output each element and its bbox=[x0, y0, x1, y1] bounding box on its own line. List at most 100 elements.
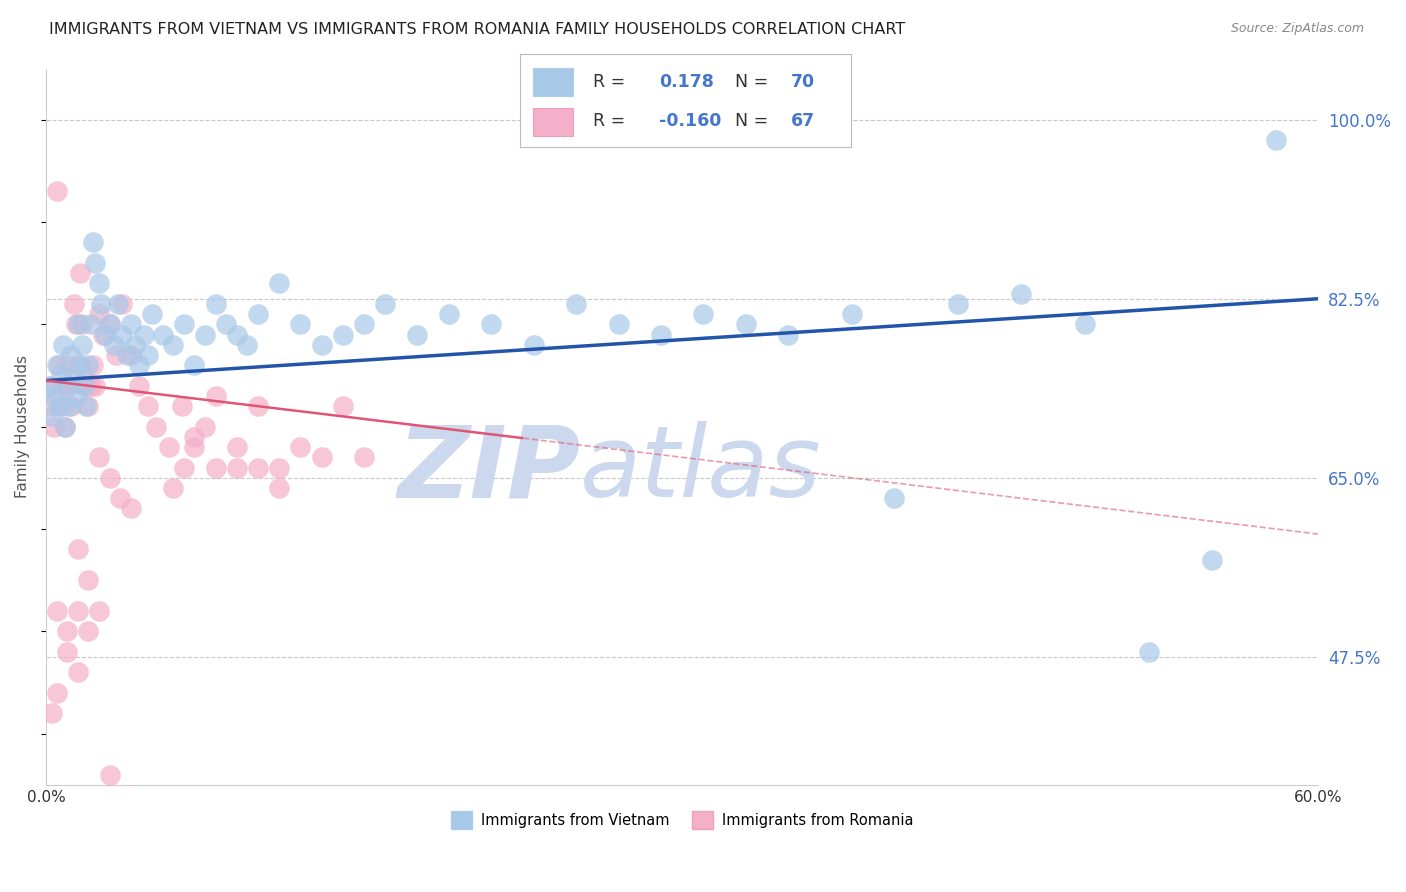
Point bbox=[91, 327, 114, 342]
Point bbox=[87, 450, 110, 465]
Point bbox=[136, 399, 159, 413]
Point bbox=[124, 338, 146, 352]
Point bbox=[204, 389, 226, 403]
FancyBboxPatch shape bbox=[533, 108, 574, 136]
Point bbox=[269, 481, 291, 495]
Point bbox=[73, 368, 96, 383]
Point bbox=[41, 706, 63, 720]
Text: 0.178: 0.178 bbox=[659, 72, 714, 91]
Point bbox=[247, 399, 270, 413]
Point bbox=[183, 440, 205, 454]
Text: IMMIGRANTS FROM VIETNAM VS IMMIGRANTS FROM ROMANIA FAMILY HOUSEHOLDS CORRELATION: IMMIGRANTS FROM VIETNAM VS IMMIGRANTS FR… bbox=[49, 22, 905, 37]
Point bbox=[128, 358, 150, 372]
Point bbox=[1201, 552, 1223, 566]
Point bbox=[83, 256, 105, 270]
Point bbox=[60, 348, 83, 362]
Point bbox=[98, 318, 121, 332]
Point bbox=[56, 645, 79, 659]
Point bbox=[66, 604, 89, 618]
Point bbox=[65, 389, 87, 403]
Point bbox=[225, 460, 247, 475]
Point bbox=[94, 327, 117, 342]
Point bbox=[39, 378, 62, 392]
Point bbox=[841, 307, 863, 321]
Point bbox=[62, 297, 84, 311]
Point bbox=[353, 318, 375, 332]
Point bbox=[157, 440, 180, 454]
Point bbox=[778, 327, 800, 342]
Point bbox=[406, 327, 429, 342]
Point bbox=[1074, 318, 1097, 332]
Point bbox=[77, 358, 100, 372]
Point bbox=[98, 471, 121, 485]
Point bbox=[120, 501, 142, 516]
Text: N =: N = bbox=[735, 112, 768, 130]
Point bbox=[111, 297, 134, 311]
Point bbox=[70, 318, 93, 332]
Point bbox=[183, 430, 205, 444]
Point bbox=[104, 348, 127, 362]
Point bbox=[87, 277, 110, 291]
Point bbox=[45, 604, 67, 618]
Point bbox=[247, 307, 270, 321]
Point bbox=[73, 378, 96, 392]
Point bbox=[132, 327, 155, 342]
Point bbox=[49, 378, 72, 392]
Y-axis label: Family Households: Family Households bbox=[15, 355, 30, 498]
Point bbox=[66, 318, 89, 332]
Point bbox=[734, 318, 756, 332]
Point bbox=[44, 419, 66, 434]
Point bbox=[215, 318, 238, 332]
Point bbox=[98, 318, 121, 332]
Point bbox=[162, 481, 184, 495]
Point bbox=[103, 338, 125, 352]
Point bbox=[56, 378, 79, 392]
Point bbox=[332, 399, 354, 413]
Point bbox=[120, 348, 142, 362]
Point bbox=[69, 266, 91, 280]
Point bbox=[75, 378, 97, 392]
Point bbox=[194, 419, 217, 434]
Text: Source: ZipAtlas.com: Source: ZipAtlas.com bbox=[1230, 22, 1364, 36]
Point bbox=[1010, 286, 1032, 301]
Point bbox=[120, 318, 142, 332]
Point bbox=[49, 368, 72, 383]
Point bbox=[269, 277, 291, 291]
Point bbox=[69, 358, 91, 372]
Point bbox=[66, 665, 89, 680]
Point bbox=[173, 318, 195, 332]
Point bbox=[141, 307, 163, 321]
Point bbox=[82, 235, 104, 250]
Point bbox=[225, 440, 247, 454]
Text: R =: R = bbox=[593, 112, 626, 130]
Point bbox=[62, 368, 84, 383]
Point bbox=[183, 358, 205, 372]
Point bbox=[225, 327, 247, 342]
Point bbox=[48, 399, 70, 413]
Point bbox=[58, 399, 80, 413]
Point bbox=[87, 307, 110, 321]
Point bbox=[90, 297, 112, 311]
Point bbox=[52, 338, 75, 352]
Point bbox=[98, 767, 121, 781]
Point bbox=[87, 604, 110, 618]
Point bbox=[45, 358, 67, 372]
Point bbox=[45, 184, 67, 198]
Point bbox=[607, 318, 630, 332]
Point bbox=[145, 419, 167, 434]
Point bbox=[115, 348, 138, 362]
Point bbox=[170, 399, 193, 413]
Point bbox=[1137, 645, 1160, 659]
Point bbox=[290, 318, 312, 332]
Point bbox=[269, 460, 291, 475]
Point bbox=[75, 399, 97, 413]
Point bbox=[353, 450, 375, 465]
Point bbox=[194, 327, 217, 342]
Point bbox=[39, 378, 62, 392]
Point bbox=[120, 788, 142, 802]
Point bbox=[437, 307, 460, 321]
Point bbox=[48, 358, 70, 372]
Point bbox=[44, 389, 66, 403]
Point bbox=[247, 460, 270, 475]
Point bbox=[1264, 133, 1286, 147]
